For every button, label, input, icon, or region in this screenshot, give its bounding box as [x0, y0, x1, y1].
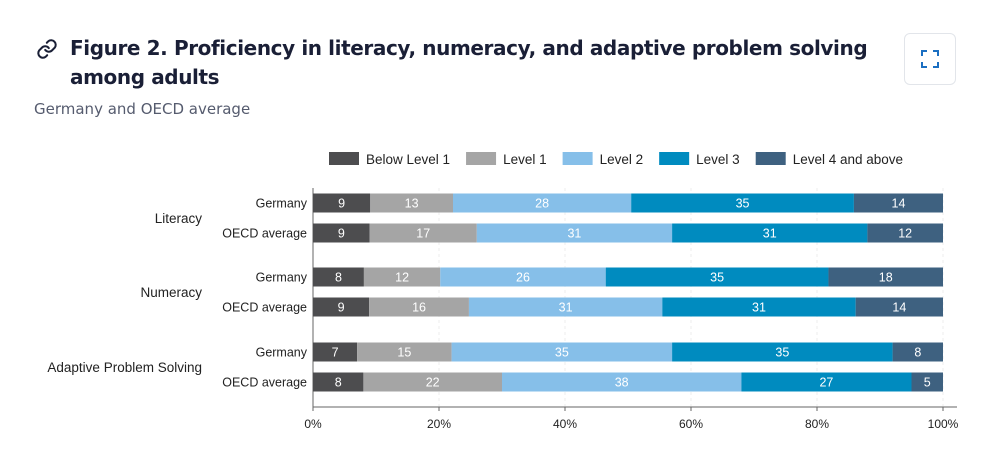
data-label: 31: [559, 301, 573, 315]
data-label: 31: [567, 227, 581, 241]
category-label: OECD average: [222, 301, 307, 315]
bar-segment: [892, 342, 943, 362]
legend-swatch: [329, 152, 359, 165]
data-label: 35: [775, 346, 789, 360]
data-label: 12: [898, 227, 912, 241]
legend-label: Level 1: [503, 152, 547, 167]
group-label: Literacy: [155, 211, 203, 226]
bar-segment: [440, 267, 606, 287]
data-label: 9: [338, 197, 345, 211]
data-label: 8: [335, 271, 342, 285]
bar-segment: [363, 372, 502, 392]
category-label: Germany: [256, 197, 308, 211]
x-tick-label: 0%: [304, 417, 322, 431]
category-label: OECD average: [222, 376, 307, 390]
bar-segment: [357, 342, 452, 362]
bar-segment: [313, 297, 370, 317]
legend-swatch: [562, 152, 593, 165]
x-tick-label: 80%: [805, 417, 829, 431]
category-label: OECD average: [222, 227, 307, 241]
data-label: 31: [752, 301, 766, 315]
legend-label: Level 3: [696, 152, 740, 167]
bar-segment: [468, 297, 663, 317]
link-icon[interactable]: [36, 38, 58, 60]
bar-segment: [370, 193, 453, 213]
x-tick-label: 100%: [928, 417, 959, 431]
data-label: 5: [924, 376, 931, 390]
category-label: Germany: [256, 271, 308, 285]
data-label: 17: [416, 227, 430, 241]
group-label: Adaptive Problem Solving: [47, 360, 202, 375]
x-tick-label: 60%: [679, 417, 703, 431]
bar-segment: [451, 342, 673, 362]
bar-segment: [631, 193, 854, 213]
data-label: 27: [819, 376, 833, 390]
data-label: 14: [892, 301, 906, 315]
legend-swatch: [755, 152, 786, 165]
data-label: 15: [397, 346, 411, 360]
bar-segment: [502, 372, 742, 392]
data-label: 26: [516, 271, 530, 285]
bar-segment: [672, 342, 893, 362]
legend-label: Below Level 1: [366, 152, 450, 167]
bar-segment: [741, 372, 912, 392]
data-label: 22: [426, 376, 440, 390]
bar-segment: [867, 223, 943, 243]
data-label: 14: [892, 197, 906, 211]
data-label: 18: [879, 271, 893, 285]
legend-swatch: [466, 152, 497, 165]
bar-segment: [605, 267, 829, 287]
data-label: 35: [710, 271, 724, 285]
bar-segment: [313, 342, 358, 362]
bar-segment: [369, 297, 469, 317]
category-label: Germany: [256, 346, 308, 360]
bar-segment: [313, 267, 364, 287]
data-label: 38: [615, 376, 629, 390]
x-tick-label: 20%: [427, 417, 451, 431]
data-label: 31: [763, 227, 777, 241]
bar-segment: [828, 267, 943, 287]
data-label: 16: [412, 301, 426, 315]
x-tick-label: 40%: [553, 417, 577, 431]
data-label: 9: [338, 227, 345, 241]
data-label: 13: [405, 197, 419, 211]
legend-label: Level 4 and above: [793, 152, 903, 167]
bar-segment: [369, 223, 477, 243]
data-label: 28: [535, 197, 549, 211]
data-label: 35: [555, 346, 569, 360]
data-label: 35: [736, 197, 750, 211]
bar-segment: [672, 223, 868, 243]
bar-segment: [313, 223, 370, 243]
data-label: 8: [914, 346, 921, 360]
data-label: 8: [335, 376, 342, 390]
figure-subtitle: Germany and OECD average: [34, 100, 251, 118]
bar-segment: [855, 297, 943, 317]
data-label: 12: [395, 271, 409, 285]
bar-segment: [662, 297, 856, 317]
data-label: 7: [332, 346, 339, 360]
bar-segment: [476, 223, 673, 243]
bar-segment: [453, 193, 632, 213]
figure-title: Figure 2. Proficiency in literacy, numer…: [70, 36, 868, 89]
legend-swatch: [659, 152, 690, 165]
group-label: Numeracy: [140, 285, 202, 300]
bar-segment: [363, 267, 441, 287]
bar-segment: [853, 193, 943, 213]
legend-label: Level 2: [600, 152, 644, 167]
data-label: 9: [338, 301, 345, 315]
expand-icon: [921, 50, 939, 68]
bar-segment: [911, 372, 943, 392]
expand-button[interactable]: [904, 33, 956, 85]
bar-segment: [313, 372, 364, 392]
bar-segment: [313, 193, 371, 213]
